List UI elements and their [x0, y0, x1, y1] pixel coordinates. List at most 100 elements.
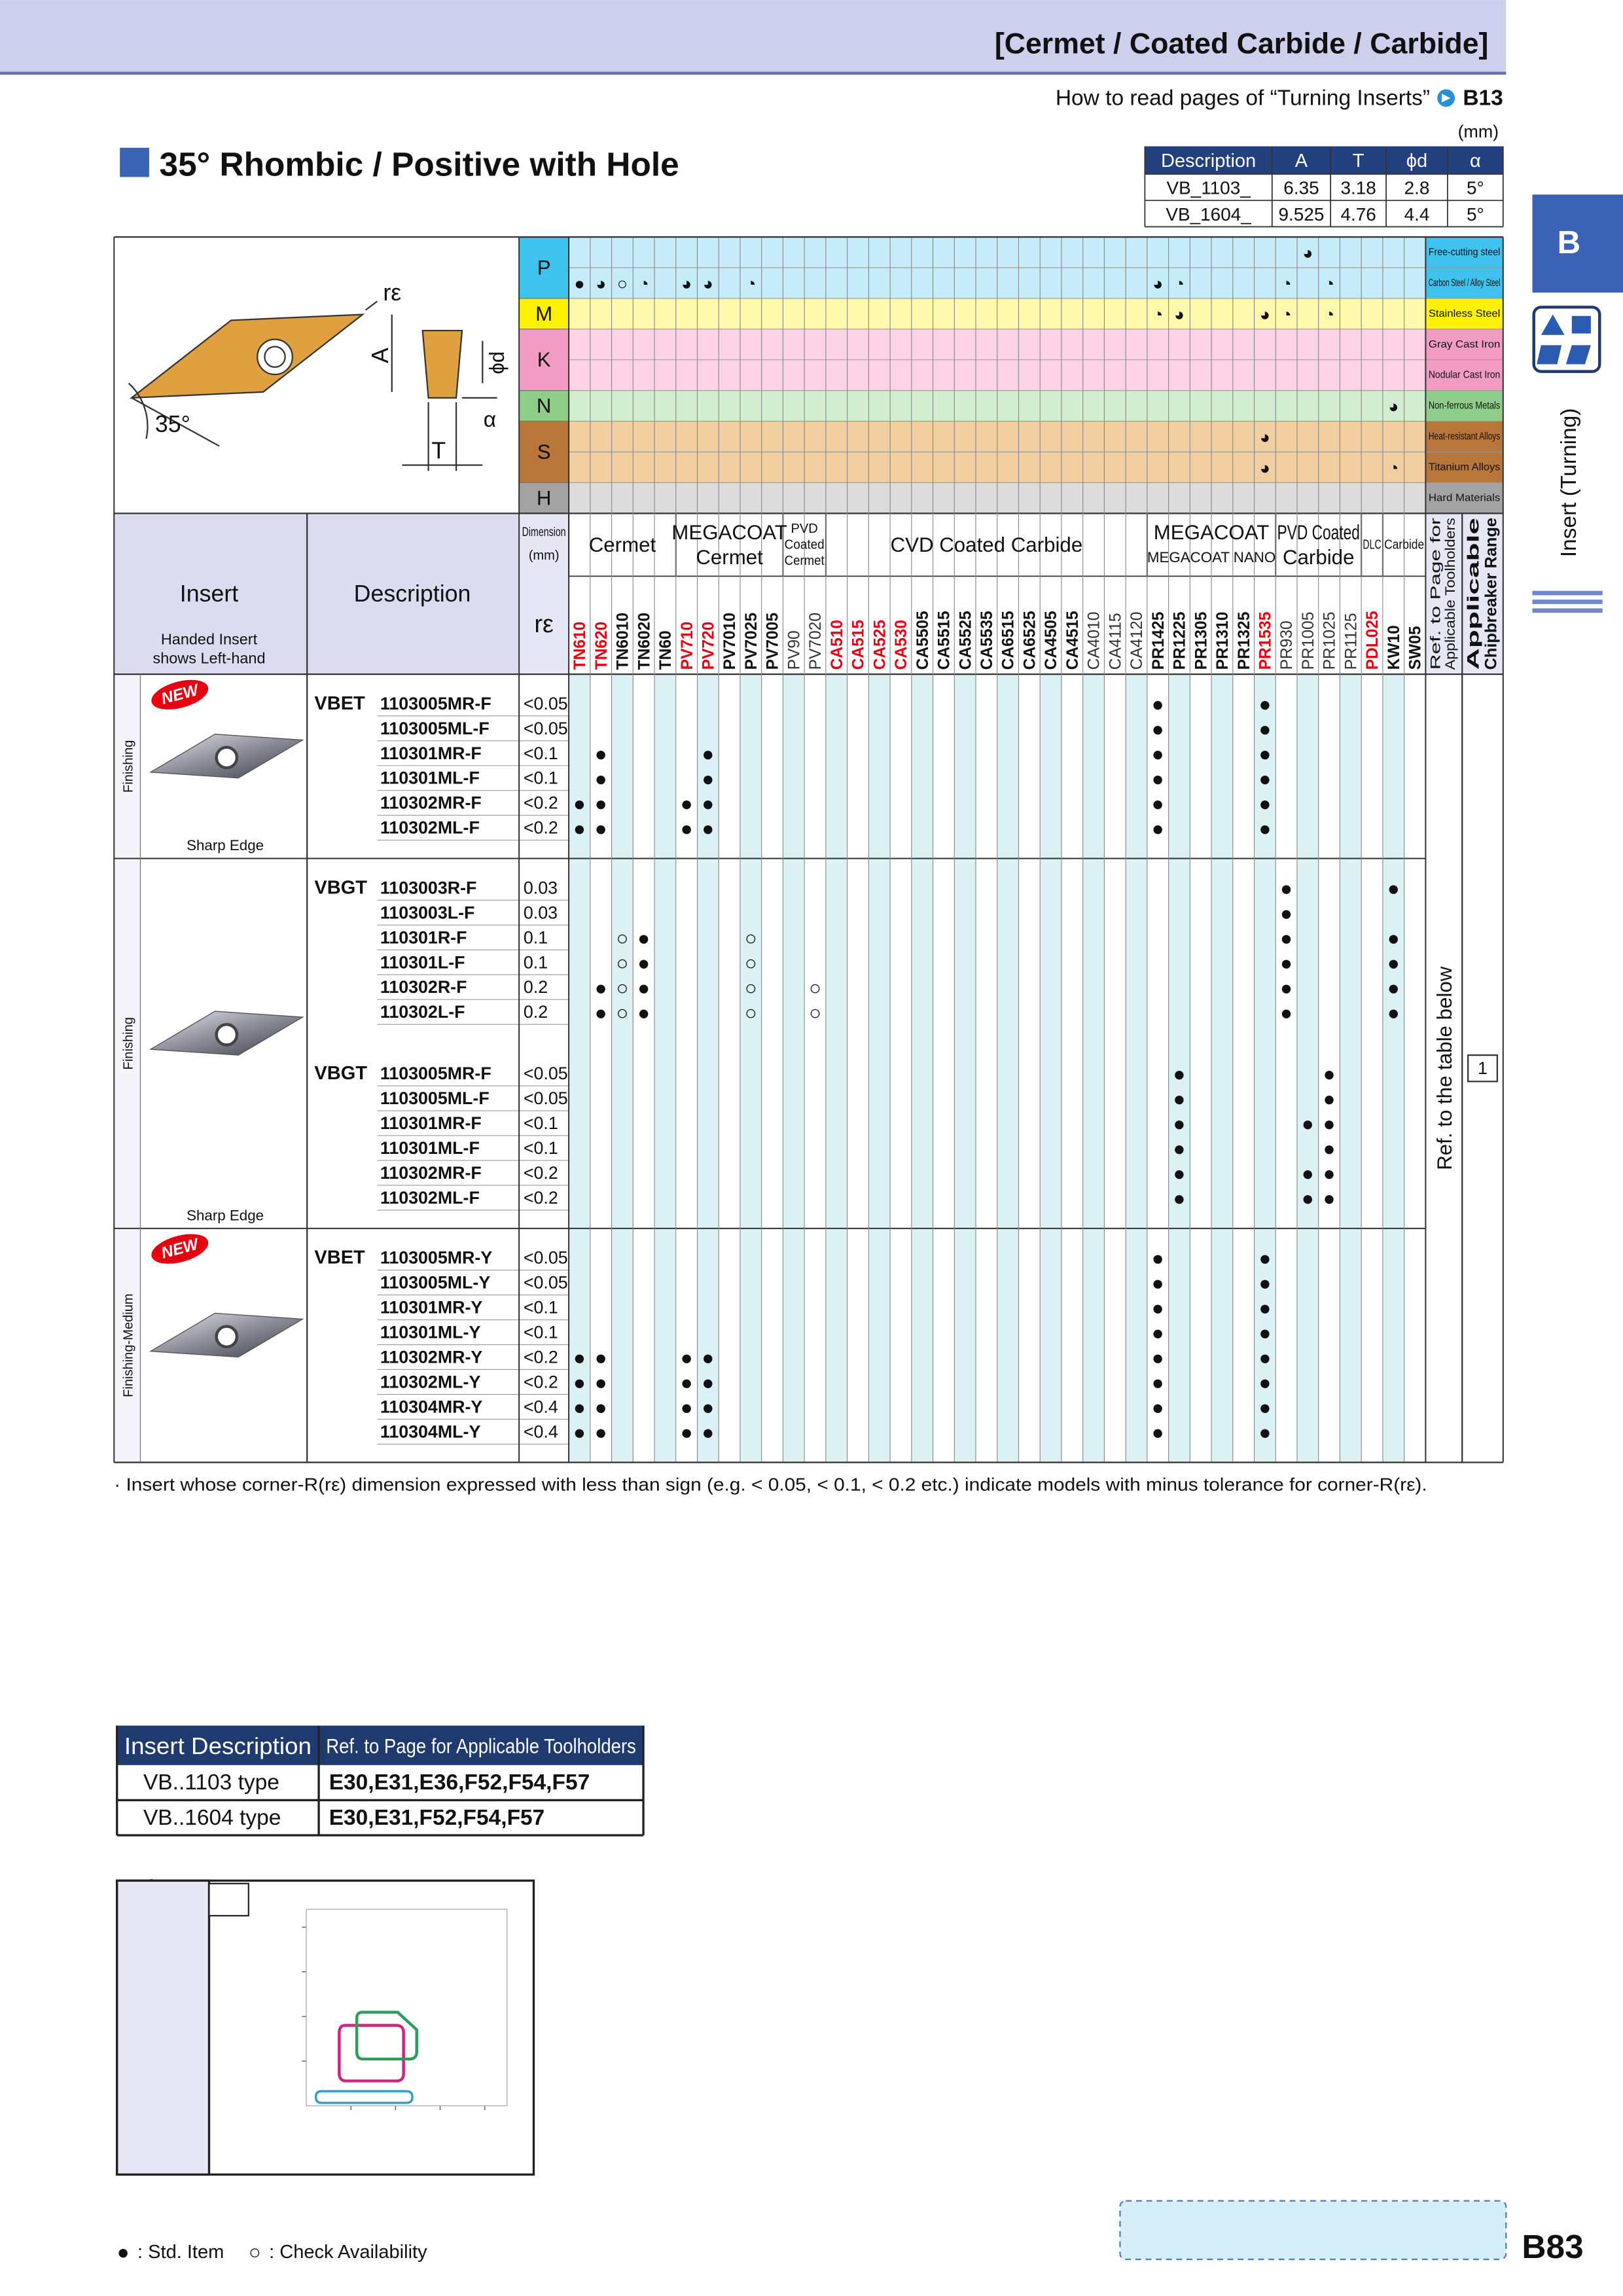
suitability-symbol: ◔	[745, 274, 756, 294]
availability-mark: ●	[595, 1371, 607, 1394]
availability-mark: ●	[702, 817, 714, 840]
grade-name: CA530	[893, 620, 910, 670]
material-name: Nodular Cast Iron	[1429, 370, 1500, 381]
application-cell	[114, 674, 141, 859]
title: 35° Rhombic / Positive with Hole	[160, 145, 679, 183]
grade-name: PR930	[1278, 620, 1296, 670]
availability-mark: ●	[573, 1371, 586, 1394]
suitability-symbol: ◕	[1260, 304, 1270, 324]
toolholder-header-label: Insert Description	[124, 1733, 312, 1759]
suitability-symbol: ◕	[1174, 304, 1185, 324]
availability-mark: ●	[681, 1421, 693, 1444]
suitability-symbol: ◔	[1324, 274, 1334, 294]
dim-header-label: A	[1295, 151, 1308, 171]
unit: (mm)	[1458, 122, 1499, 141]
footer-box	[1119, 2200, 1507, 2261]
region-y11	[338, 2024, 405, 2083]
availability-mark: ●	[702, 1396, 714, 1419]
corner-radius: <0.2	[524, 1188, 558, 1208]
availability-mark: ●	[637, 952, 650, 975]
grade-name: PR1225	[1171, 612, 1189, 670]
availability-mark: ●	[1152, 1346, 1164, 1369]
application: Finishing-Medium	[122, 1293, 136, 1397]
footnote: · Insert whose corner-R(rε) dimension ex…	[114, 1474, 1427, 1494]
grade-group-name: DLC	[1363, 537, 1381, 552]
corner-radius: 0.1	[524, 952, 548, 972]
grade-group-name: Cermet	[785, 554, 825, 568]
insert-code: 110302MR-F	[380, 1163, 482, 1183]
dim-cell: 5°	[1467, 178, 1484, 198]
material-name-cell	[1425, 452, 1503, 483]
availability-mark: ●	[1323, 1162, 1336, 1185]
grade-name: CA510	[829, 620, 846, 670]
availability-mark: ●	[681, 817, 693, 840]
availability-mark: ●	[1173, 1113, 1186, 1136]
suitability-symbol: ◔	[639, 274, 649, 294]
insert-hole	[215, 745, 239, 770]
insert-code: 1103005MR-F	[380, 1064, 491, 1083]
corner-radius: 0.03	[524, 878, 558, 897]
availability-mark: ●	[1152, 742, 1164, 765]
corner-radius: 0.03	[524, 903, 558, 922]
availability-mark: ●	[1152, 1371, 1164, 1394]
insert-code: 1103005MR-F	[380, 694, 491, 713]
availability-mark: ●	[595, 977, 607, 999]
availability-mark: ●	[1280, 902, 1293, 925]
insert-code: 1103003R-F	[380, 878, 477, 897]
insert-code: 1103005ML-F	[380, 1088, 490, 1108]
availability-mark: ○	[745, 952, 757, 975]
read-page[interactable]: B13	[1463, 86, 1503, 110]
availability-mark: ●	[681, 1396, 693, 1419]
suitability-symbol: ◔	[1388, 458, 1399, 478]
grade-name: PV710	[679, 622, 696, 670]
insert-image	[149, 1312, 304, 1358]
header-cell	[1425, 513, 1503, 675]
availability-mark: ○	[745, 1001, 757, 1024]
application-cell	[114, 858, 141, 1229]
availability-mark: ○	[745, 927, 757, 950]
grade-column	[1340, 674, 1362, 1463]
grade-name: PV720	[700, 622, 717, 670]
title-bullet	[120, 147, 149, 177]
dim-header-label: ϕd	[1406, 151, 1427, 171]
grade-column	[740, 674, 762, 1463]
grade-column	[611, 674, 633, 1463]
availability-mark: ●	[1387, 877, 1400, 900]
read-guide[interactable]: How to read pages of “Turning Inserts”	[1056, 86, 1430, 110]
insert-code: 110301MR-F	[380, 1113, 482, 1133]
material-name-cell	[1425, 390, 1503, 422]
material-letter-cell	[519, 390, 569, 422]
insert-code: 110302R-F	[380, 977, 467, 997]
header-cell	[114, 513, 520, 675]
insert-code: 1103003L-F	[380, 903, 475, 922]
series: VBGT	[314, 1063, 367, 1084]
grade-column	[1168, 674, 1190, 1463]
insert-code: 1103005ML-Y	[380, 1273, 490, 1293]
grade-column	[911, 674, 933, 1463]
grade-column	[825, 674, 847, 1463]
availability-mark: ●	[702, 767, 714, 790]
grade-column	[1082, 674, 1105, 1463]
availability-mark: ●	[637, 927, 650, 950]
insert-code: 110302ML-F	[380, 1188, 480, 1208]
grade-name: CA5525	[957, 611, 974, 670]
toolholder-cell: E30,E31,F52,F54,F57	[329, 1806, 545, 1830]
dim-header-label: T	[1353, 151, 1364, 171]
corner-radius: <0.05	[524, 1088, 568, 1108]
edge-note: Sharp Edge	[187, 1207, 264, 1223]
corner-radius: <0.1	[524, 744, 558, 763]
insert-code: 1103005ML-F	[380, 719, 490, 738]
insert-code: 110302ML-Y	[380, 1372, 481, 1391]
toolholder-cell: E30,E31,E36,F52,F54,F57	[329, 1770, 590, 1795]
grade-name: PR1310	[1214, 612, 1232, 670]
grade-column	[1254, 674, 1276, 1463]
series: VBET	[314, 693, 365, 714]
material-letter: K	[537, 348, 551, 371]
legend-symbol: ○	[249, 2240, 261, 2263]
material-name: Titanium Alloys	[1429, 461, 1501, 473]
insert-code: 110302MR-F	[380, 793, 482, 813]
availability-mark: ●	[1258, 1346, 1271, 1369]
insert-hole	[215, 1022, 239, 1047]
availability-mark: ●	[573, 1421, 586, 1444]
grade-name: CA6525	[1021, 611, 1039, 670]
